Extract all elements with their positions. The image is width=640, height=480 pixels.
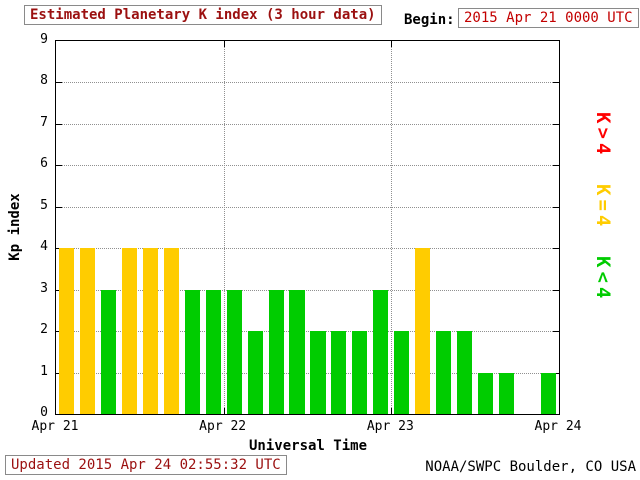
y-tick-label: 9 [40, 32, 48, 47]
y-tick-label: 4 [40, 239, 48, 255]
y-tick-mark-right [553, 165, 559, 167]
y-gridline [56, 331, 559, 333]
y-tick-label: 7 [40, 114, 48, 130]
y-tick-label: 2 [40, 322, 48, 338]
kp-bar [205, 289, 221, 414]
kp-bar [499, 372, 515, 414]
legend-k-above-4: K>4 [592, 112, 614, 159]
chart-title: Estimated Planetary K index (3 hour data… [24, 5, 382, 25]
kp-bar [58, 248, 74, 414]
plot-area [55, 40, 560, 415]
kp-bar [478, 372, 494, 414]
kp-bar [79, 248, 95, 414]
x-tick-label: Apr 21 [31, 419, 79, 434]
x-tick-mark-bottom [223, 408, 225, 414]
kp-bar [540, 372, 557, 414]
kp-bar [226, 289, 242, 414]
x-tick-label: Apr 24 [534, 419, 582, 434]
kp-bar [436, 331, 452, 414]
y-tick-mark-left [56, 206, 62, 208]
y-tick-mark-right [553, 289, 559, 291]
y-tick-mark-left [56, 82, 62, 84]
source-text: NOAA/SWPC Boulder, CO USA [425, 459, 636, 475]
updated-text: Updated 2015 Apr 24 02:55:32 UTC [5, 455, 287, 475]
x-tick-mark-top [223, 41, 225, 47]
kp-bar [247, 331, 263, 414]
kp-bar [289, 289, 305, 414]
kp-bar [184, 289, 200, 414]
kp-bar [415, 248, 431, 414]
y-gridline [56, 123, 559, 125]
y-tick-label: 6 [40, 156, 48, 172]
kp-bar [100, 289, 116, 414]
kp-bar [394, 331, 410, 414]
x-tick-mark-top [391, 41, 393, 47]
kp-bar [142, 248, 158, 414]
kp-bar [331, 331, 347, 414]
kp-bar [457, 331, 473, 414]
y-tick-label: 5 [40, 197, 48, 213]
kp-bar [373, 289, 389, 414]
y-gridline [56, 289, 559, 291]
y-tick-mark-left [56, 123, 62, 125]
y-tick-label: 1 [40, 363, 48, 379]
y-tick-label: 8 [40, 73, 48, 89]
x-gridline [223, 41, 225, 414]
y-tick-label: 0 [40, 405, 48, 420]
kp-bar [352, 331, 368, 414]
kp-bar [268, 289, 284, 414]
y-gridline [56, 372, 559, 374]
y-tick-mark-left [56, 165, 62, 167]
y-gridline [56, 206, 559, 208]
x-tick-label: Apr 22 [199, 419, 247, 434]
begin-value: 2015 Apr 21 0000 UTC [458, 8, 639, 28]
legend-k-below-4: K<4 [592, 256, 614, 303]
kp-bar [163, 248, 179, 414]
y-tick-mark-right [553, 82, 559, 84]
x-axis-label: Universal Time [248, 438, 368, 454]
y-tick-mark-right [553, 206, 559, 208]
y-tick-mark-right [553, 123, 559, 125]
y-gridline [56, 165, 559, 167]
y-tick-label: 3 [40, 280, 48, 296]
x-tick-mark-bottom [391, 408, 393, 414]
y-tick-mark-right [553, 331, 559, 333]
legend-k-equal-4: K=4 [592, 184, 614, 231]
y-gridline [56, 248, 559, 250]
y-tick-mark-right [553, 248, 559, 250]
kp-bar [310, 331, 326, 414]
begin-label: Begin: [404, 12, 455, 28]
kp-bar [121, 248, 137, 414]
x-tick-label: Apr 23 [366, 419, 414, 434]
y-gridline [56, 82, 559, 84]
x-gridline [391, 41, 393, 414]
